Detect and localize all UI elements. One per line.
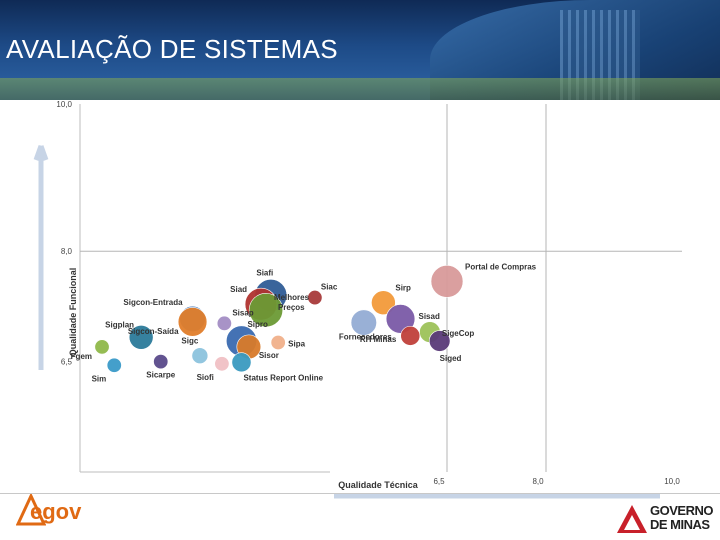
- point-label: Fgem: [71, 352, 92, 361]
- bubble-13: [428, 330, 451, 352]
- point-label: Sigplan: [105, 320, 134, 329]
- point-label: Sigc: [181, 337, 198, 346]
- y-tick-label: 6,5: [61, 358, 73, 367]
- footer-divider: [0, 493, 720, 494]
- egov-logo: egov: [16, 494, 96, 530]
- y-axis-arrow-icon: [33, 145, 49, 370]
- governo-triangle-icon: [617, 505, 647, 533]
- point-label: SigeCop: [442, 329, 475, 338]
- bubble-7: [177, 307, 208, 337]
- plot-background: [0, 100, 690, 495]
- bubble-3: [371, 290, 396, 316]
- point-label: Portal de Compras: [465, 262, 537, 271]
- bubble-23: [231, 352, 252, 373]
- x-tick-label: 8,0: [532, 477, 544, 486]
- point-label: Siac: [321, 283, 338, 292]
- chart-axes: [33, 104, 660, 499]
- point-label: Siad: [230, 285, 247, 294]
- bubble-19: [94, 339, 110, 355]
- governo-logo-line2: DE MINAS: [650, 517, 710, 532]
- chart-point-labels: Portal de Compras Siafi Siac Sirp Siad Melhor…: [71, 262, 537, 383]
- x-tick-label: 10,0: [664, 477, 680, 486]
- bubble-0: [430, 265, 464, 298]
- bubble-22: [214, 356, 230, 372]
- point-label: Siged: [440, 354, 462, 363]
- y-tick-label: 10,0: [56, 100, 72, 109]
- header-banner: AVALIAÇÃO DE SISTEMAS: [0, 0, 720, 100]
- bubble-12: [400, 325, 421, 346]
- bubble-9: [385, 304, 416, 334]
- point-label: Sisor: [259, 351, 279, 360]
- point-label: Sicarpe: [146, 371, 175, 380]
- egov-logo-mark-icon: [16, 494, 46, 526]
- bubble-18: [191, 347, 209, 365]
- bubble-5: [248, 292, 284, 328]
- governo-logo-line1: GOVERNO: [650, 503, 713, 518]
- bubble-21: [153, 354, 169, 370]
- point-label: Sisad: [419, 312, 440, 321]
- chart-tick-labels: 6,5 8,0 10,0 6,5 8,0 10,0: [56, 100, 680, 486]
- bubble-2: [307, 290, 323, 306]
- bubble-20: [106, 357, 122, 373]
- governo-logo-text: GOVERNO DE MINAS: [650, 504, 713, 532]
- point-label: Sirp: [395, 284, 411, 293]
- governo-de-minas-logo: GOVERNO DE MINAS: [616, 503, 716, 535]
- point-label: RH Minas: [360, 335, 397, 344]
- point-label: Sigcon-Entrada: [123, 298, 183, 307]
- point-label: Sipa: [288, 339, 305, 348]
- point-label: Sigcon-Saída: [128, 327, 179, 336]
- egov-logo-text: egov: [30, 499, 82, 524]
- bubble-10: [350, 309, 377, 336]
- bubble-16: [270, 334, 286, 350]
- page-title: AVALIAÇÃO DE SISTEMAS: [6, 34, 338, 64]
- point-label: Status Report Online: [243, 373, 323, 382]
- point-label: Sisap: [232, 308, 253, 317]
- x-tick-label: 6,5: [433, 477, 445, 486]
- x-axis-label: Qualidade Técnica: [338, 480, 419, 490]
- bubble-8: [216, 315, 232, 331]
- bubble-14: [128, 325, 154, 350]
- point-label: Melhores Preços: [274, 293, 310, 312]
- point-label: Sim: [92, 374, 107, 383]
- point-label: Fornecedores: [339, 333, 392, 342]
- point-label: Siafi: [256, 268, 273, 277]
- y-tick-label: 8,0: [61, 247, 73, 256]
- point-label: Sipro: [247, 320, 268, 329]
- y-axis-label: Qualidade Funcional: [68, 268, 78, 357]
- chart-bubbles: [94, 265, 464, 373]
- point-label: Siofi: [197, 373, 214, 382]
- header-ground-strip: [0, 78, 720, 100]
- chart-reference-lines: [80, 104, 682, 472]
